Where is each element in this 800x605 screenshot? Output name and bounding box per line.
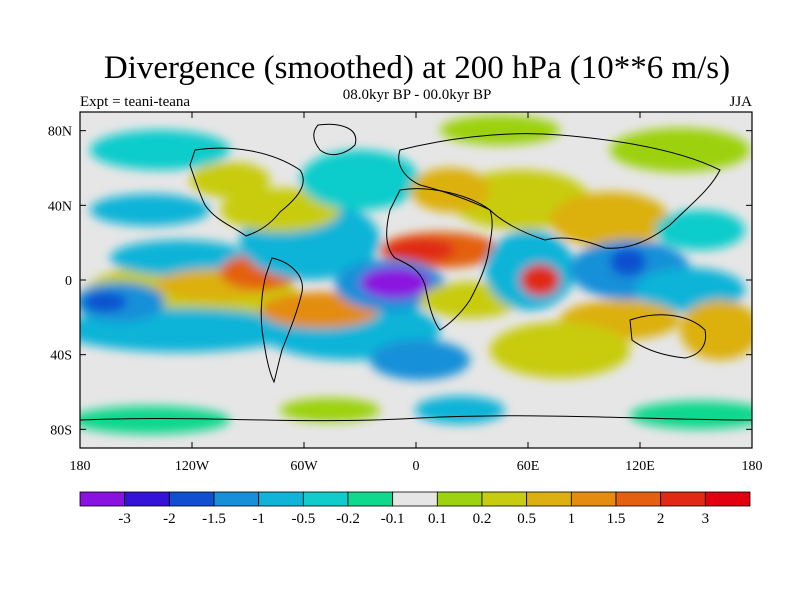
colorbar-swatch: [124, 491, 170, 507]
greenland-coast: [313, 123, 357, 156]
colorbar-swatch: [258, 491, 304, 507]
field-blob: [415, 396, 505, 424]
chart-title: Divergence (smoothed) at 200 hPa (10**6 …: [103, 50, 731, 86]
colorbar-label: 1.5: [607, 511, 626, 527]
lon-tick-label: 180: [742, 459, 763, 474]
field-blob: [410, 168, 490, 212]
lat-tick-label: 80S: [50, 423, 72, 438]
longitude-axis: 180 120W 60W 0 60E 120E 180: [70, 112, 763, 474]
field-blob: [630, 401, 752, 429]
colorbar: -3 -2 -1.5 -1 -0.5 -0.2 -0.1 0.1 0.2 0.5 1 1.5 2 3: [79, 491, 751, 527]
colorbar-label: -1.5: [202, 511, 226, 527]
experiment-label: Expt = teani-teana: [80, 94, 191, 110]
field-blob: [190, 162, 270, 198]
colorbar-label: 0.5: [517, 511, 536, 527]
colorbar-label: -1: [252, 511, 265, 527]
field-blob: [280, 398, 380, 422]
colorbar-swatch: [168, 491, 215, 507]
colorbar-swatch: [704, 491, 751, 507]
colorbar-label: 2: [657, 511, 665, 527]
field-blob: [520, 264, 560, 296]
colorbar-swatch: [436, 491, 483, 507]
colorbar-swatch: [481, 491, 528, 507]
colorbar-label: -0.1: [381, 511, 405, 527]
field-blob: [385, 238, 455, 262]
colorbar-swatch: [660, 491, 706, 507]
field-blob: [370, 340, 470, 380]
lon-tick-label: 60E: [517, 459, 540, 474]
lon-tick-label: 120E: [625, 459, 655, 474]
eurasia-coast: [398, 133, 721, 249]
field-blob: [90, 194, 210, 226]
field-blob: [655, 210, 745, 250]
colorbar-swatch: [79, 491, 126, 507]
lat-tick-label: 40S: [50, 349, 72, 364]
field-blob: [80, 406, 230, 434]
colorbar-label: 1: [568, 511, 576, 527]
lat-tick-label: 40N: [48, 199, 72, 214]
colorbar-swatch: [302, 491, 349, 507]
lon-tick-label: 0: [413, 459, 420, 474]
chart-subtitle: 08.0kyr BP - 00.0kyr BP: [342, 87, 492, 103]
lon-tick-label: 180: [70, 459, 91, 474]
field-blob: [680, 300, 752, 360]
colorbar-label: -0.2: [336, 511, 360, 527]
north-america-coast: [189, 147, 304, 237]
colorbar-label: 3: [702, 511, 710, 527]
field-blob: [490, 322, 630, 378]
australia-coast: [629, 314, 707, 359]
colorbar-swatch: [213, 491, 260, 507]
colorbar-swatch: [526, 491, 572, 507]
south-america-coast: [260, 257, 303, 384]
field-blob: [300, 150, 420, 210]
lat-tick-label: 0: [65, 274, 72, 289]
divergence-field: [80, 112, 752, 448]
field-blob: [360, 267, 430, 299]
colorbar-label: 0.1: [428, 511, 447, 527]
field-blob: [610, 128, 750, 172]
latitude-axis: 80N 40N 0 40S 80S: [48, 125, 752, 438]
colorbar-swatch: [570, 491, 617, 507]
colorbar-swatch: [392, 491, 438, 507]
lat-tick-label: 80N: [48, 125, 72, 140]
lon-tick-label: 60W: [290, 459, 318, 474]
field-blob: [550, 192, 670, 248]
field-blob: [90, 130, 230, 170]
colorbar-swatch: [615, 491, 662, 507]
field-blob: [610, 248, 646, 276]
colorbar-swatch: [347, 491, 394, 507]
colorbar-label: -3: [118, 511, 131, 527]
coastlines: [80, 123, 752, 422]
colorbar-label: -2: [163, 511, 176, 527]
field-blob: [440, 115, 560, 145]
field-blob: [83, 292, 127, 312]
season-label: JJA: [729, 94, 752, 110]
lon-tick-label: 120W: [175, 459, 210, 474]
field-blob: [220, 188, 340, 232]
colorbar-label: -0.5: [291, 511, 315, 527]
colorbar-label: 0.2: [473, 511, 492, 527]
field-blob: [110, 240, 250, 276]
antarctica-coast: [80, 415, 752, 422]
